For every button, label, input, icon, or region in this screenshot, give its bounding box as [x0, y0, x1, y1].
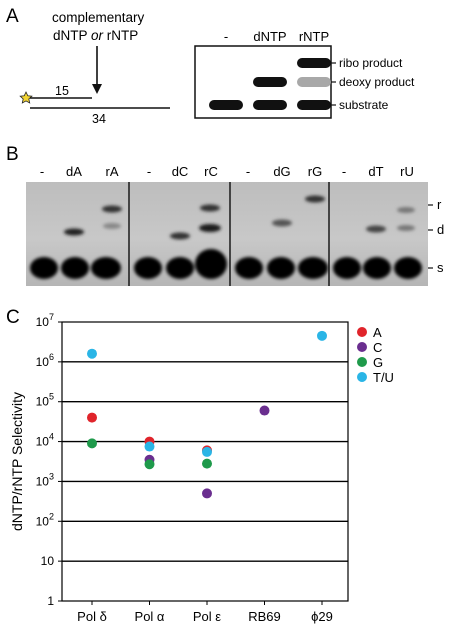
data-point-t-u [317, 330, 327, 341]
data-point-a [87, 412, 97, 423]
y-tick-label: 107 [36, 312, 54, 329]
gel-band [64, 228, 84, 236]
gel-band [170, 232, 190, 240]
y-axis-label: dNTP/rNTP Selectivity [9, 392, 25, 531]
lane-g3-rG: rG [308, 164, 322, 179]
gel-label-s: s [437, 260, 444, 275]
y-tick-label: 104 [36, 432, 54, 449]
legend-marker [357, 342, 367, 352]
gel-label-d: d [437, 222, 444, 237]
label-deoxy-product: deoxy product [339, 75, 415, 89]
label-ribo-product: ribo product [339, 56, 403, 70]
band-ribo-rntp [297, 58, 331, 68]
lane-g4-dT: dT [368, 164, 383, 179]
data-point-t-u [87, 348, 97, 359]
data-point-t-u [144, 441, 155, 452]
y-tick-label: 103 [36, 471, 54, 488]
x-tick-label: ϕ29 [311, 609, 333, 624]
gel-band [272, 219, 292, 227]
gel-band [394, 257, 422, 279]
legend-label: T/U [373, 370, 394, 385]
lane-g2-dC: dC [172, 164, 189, 179]
legend-marker [357, 327, 367, 337]
band-substrate-dntp [253, 100, 287, 110]
data-point-g [202, 458, 212, 469]
gel-col-dntp: dNTP [253, 29, 286, 44]
lane-g1-minus: - [40, 164, 44, 179]
lane-g2-minus: - [147, 164, 151, 179]
gel-band [91, 257, 121, 279]
primer-length: 15 [55, 84, 69, 98]
x-tick-label: Pol ε [193, 609, 221, 624]
panel-a: A complementary dNTP or rNTP 15 34 - dNT… [6, 6, 415, 126]
template-length: 34 [92, 112, 106, 126]
lane-g3-minus: - [246, 164, 250, 179]
gel-band [102, 205, 122, 213]
gel-col-minus: - [224, 29, 228, 44]
y-tick-label: 10 [41, 554, 55, 568]
x-tick-label: RB69 [248, 609, 281, 624]
legend-label: G [373, 355, 383, 370]
band-substrate-minus [209, 100, 243, 110]
complementary-label: complementary [52, 10, 145, 25]
gel-label-r: r [437, 197, 442, 212]
data-point-c [202, 488, 212, 499]
panel-c: C 1 10 102 103 104 105 106 107 dNTP/rNTP Selecti… [6, 307, 394, 624]
gel-band [199, 224, 221, 232]
gel-band [103, 223, 121, 229]
gel-band [166, 257, 194, 279]
gel-col-rntp: rNTP [299, 29, 329, 44]
lane-g2-rC: rC [204, 164, 218, 179]
gel-band [298, 257, 328, 279]
gel-band [30, 257, 58, 279]
panel-a-label: A [6, 6, 19, 27]
lane-g4-minus: - [342, 164, 346, 179]
gel-band [61, 257, 89, 279]
gel-band [305, 195, 325, 203]
lane-g1-dA: dA [66, 164, 82, 179]
gel-band [366, 225, 386, 233]
legend-marker [357, 357, 367, 367]
legend-marker [357, 372, 367, 382]
data-point-t-u [202, 446, 212, 457]
lane-g1-rA: rA [106, 164, 119, 179]
gel-band [195, 249, 227, 279]
panel-c-label: C [6, 307, 20, 328]
gel-band [200, 204, 220, 212]
gel-band [397, 225, 415, 231]
label-substrate: substrate [339, 98, 389, 112]
x-tick-label: Pol δ [77, 609, 107, 624]
y-tick-label: 106 [36, 352, 54, 369]
y-tick-label: 102 [36, 511, 54, 528]
gel-band [134, 257, 162, 279]
data-point-g [87, 438, 97, 449]
y-tick-label: 1 [47, 594, 54, 608]
y-tick-label: 105 [36, 392, 54, 409]
legend-label: C [373, 340, 382, 355]
gel-band [363, 257, 391, 279]
lane-g4-rU: rU [400, 164, 414, 179]
panel-b-label: B [6, 144, 19, 165]
gel-band [267, 257, 295, 279]
dntp-or-rntp-label: dNTP or rNTP [53, 28, 138, 43]
band-substrate-rntp [297, 100, 331, 110]
arrow-head [92, 84, 102, 94]
gel-band [397, 207, 415, 213]
band-deoxy-rntp [297, 77, 331, 87]
data-point-c [259, 405, 270, 416]
plot-frame [61, 321, 349, 602]
selectivity-chart: 1 10 102 103 104 105 106 107 dNTP/rNTP Selectivi… [9, 312, 394, 624]
star-icon [19, 91, 33, 104]
data-point-g [144, 459, 155, 470]
gel-bands [30, 195, 422, 279]
lane-g3-dG: dG [273, 164, 290, 179]
gel-band [235, 257, 263, 279]
band-deoxy-dntp [253, 77, 287, 87]
panel-b: B - dA rA - dC rC - dG rG - dT rU [6, 144, 444, 286]
gel-band [333, 257, 361, 279]
legend-label: A [373, 325, 382, 340]
x-tick-label: Pol α [135, 609, 165, 624]
